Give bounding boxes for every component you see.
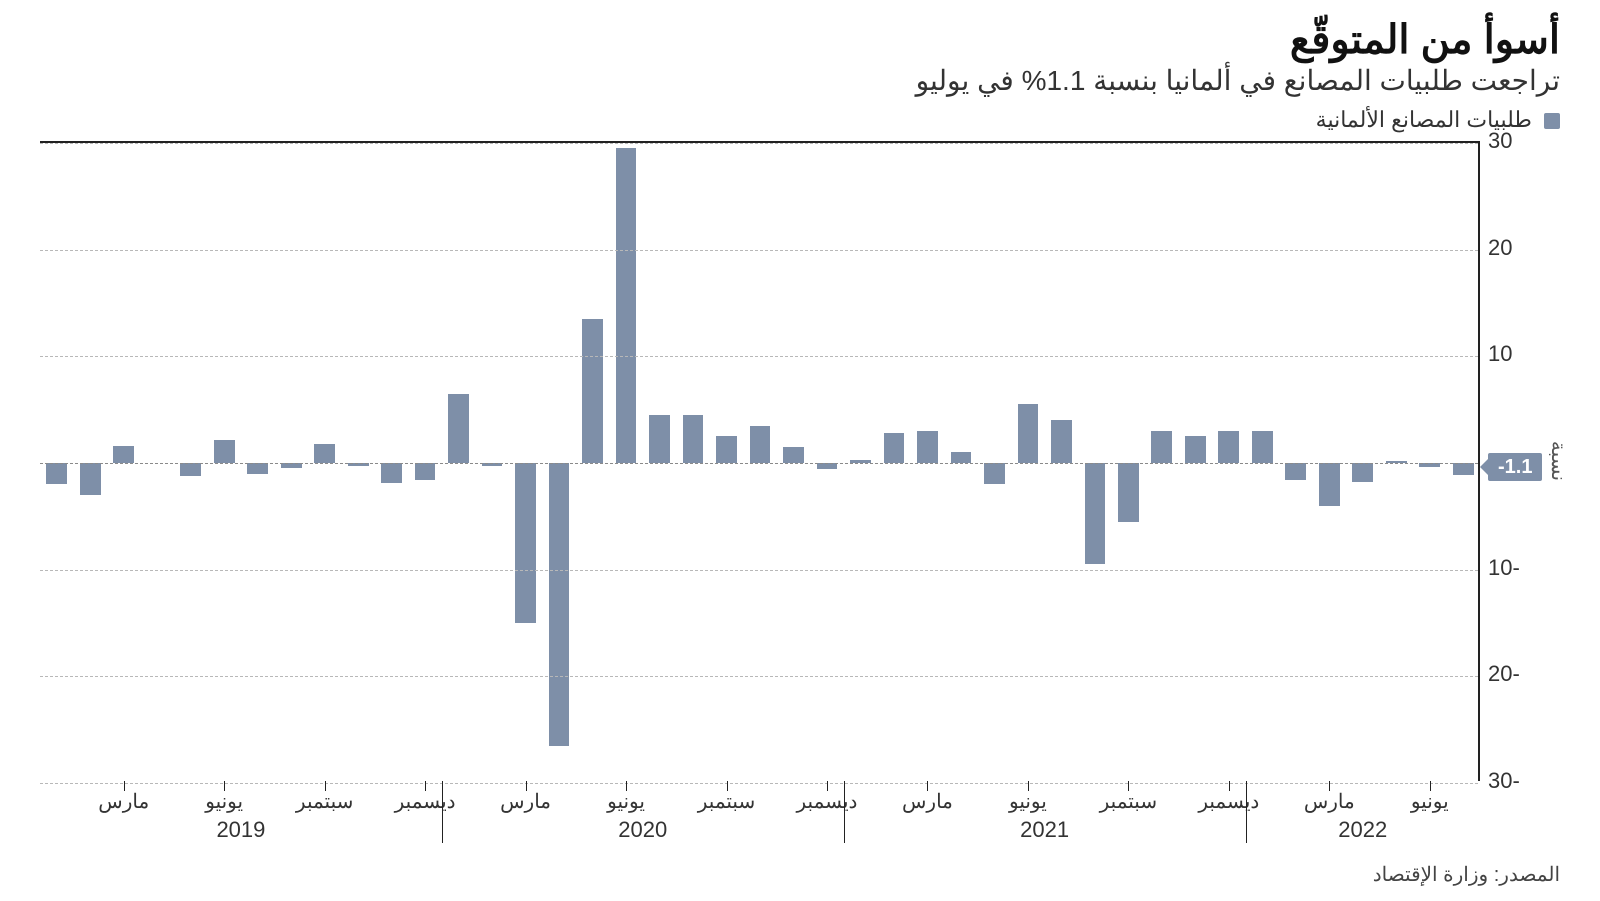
x-year-label: 2020 <box>618 817 667 843</box>
bar <box>1051 420 1072 463</box>
bar <box>750 426 771 463</box>
bar <box>1285 463 1306 480</box>
bar <box>582 319 603 463</box>
chart-plot <box>40 141 1480 781</box>
bar <box>616 148 637 463</box>
bar <box>314 444 335 463</box>
gridline <box>40 143 1478 144</box>
bar <box>80 463 101 495</box>
bar <box>1252 431 1273 463</box>
bar <box>549 463 570 746</box>
x-year-tick <box>442 781 443 843</box>
y-tick-label: 10 <box>1488 341 1548 367</box>
x-tick-label: سبتمبر <box>1100 789 1157 814</box>
gridline <box>40 250 1478 251</box>
x-year-tick <box>1246 781 1247 843</box>
bar <box>1151 431 1172 463</box>
bar <box>984 463 1005 484</box>
bar <box>716 436 737 463</box>
bar <box>884 433 905 463</box>
bar <box>247 463 268 474</box>
bar <box>1018 404 1039 463</box>
y-tick-label: 30- <box>1488 768 1548 794</box>
x-tick-label: يونيو <box>1009 789 1047 814</box>
bar <box>1185 436 1206 463</box>
chart-area: مارسيونيوسبتمبرديسمبرمارسيونيوسبتمبرديسم… <box>40 141 1560 781</box>
bar <box>683 415 704 463</box>
gridline <box>40 676 1478 677</box>
x-tick-label: مارس <box>902 789 953 814</box>
bar <box>1319 463 1340 506</box>
x-year-label: 2021 <box>1020 817 1069 843</box>
bar <box>46 463 67 484</box>
x-tick-label: مارس <box>1304 789 1355 814</box>
x-tick-label: ديسمبر <box>395 789 456 814</box>
bar <box>381 463 402 483</box>
x-tick-label: سبتمبر <box>296 789 353 814</box>
x-year-label: 2022 <box>1338 817 1387 843</box>
bar <box>917 431 938 463</box>
x-year-tick <box>844 781 845 843</box>
bar <box>1085 463 1106 564</box>
gridline <box>40 570 1478 571</box>
x-tick-label: يونيو <box>1411 789 1449 814</box>
y-tick-label: 20- <box>1488 661 1548 687</box>
bar <box>1218 431 1239 463</box>
x-tick-label: يونيو <box>607 789 645 814</box>
x-axis: مارس يونيو سبتمبر ديسمبر مارس يونيو سبتمبر ديسم… <box>40 781 1480 871</box>
chart-title: أسوأ من المتوقّع <box>40 18 1560 62</box>
y-tick-label: 30 <box>1488 128 1548 154</box>
y-tick-label: 10- <box>1488 555 1548 581</box>
bar <box>1453 463 1474 475</box>
y-axis-title: نسبة <box>1540 441 1570 481</box>
x-tick-label: مارس <box>500 789 551 814</box>
bar <box>1352 463 1373 482</box>
value-callout: -1.1 <box>1488 453 1542 481</box>
legend-swatch <box>1544 113 1560 129</box>
bar <box>113 446 134 463</box>
bar <box>180 463 201 476</box>
x-tick-label: ديسمبر <box>1198 789 1259 814</box>
gridline <box>40 356 1478 357</box>
gridline <box>40 463 1478 464</box>
bar <box>783 447 804 463</box>
bar <box>448 394 469 463</box>
x-tick-label: يونيو <box>205 789 243 814</box>
bar <box>1118 463 1139 522</box>
x-tick-label: ديسمبر <box>796 789 857 814</box>
chart-source: المصدر: وزارة الإقتصاد <box>1373 862 1560 887</box>
chart-legend: طلبيات المصانع الألمانية <box>40 107 1560 133</box>
x-tick-label: مارس <box>98 789 149 814</box>
x-tick-label: سبتمبر <box>698 789 755 814</box>
y-tick-label: 20 <box>1488 235 1548 261</box>
bar <box>415 463 436 480</box>
x-year-label: 2019 <box>216 817 265 843</box>
bar <box>649 415 670 463</box>
chart-container: أسوأ من المتوقّع تراجعت طلبيات المصانع ف… <box>0 0 1600 901</box>
bar <box>214 440 235 463</box>
chart-subtitle: تراجعت طلبيات المصانع في ألمانيا بنسبة 1… <box>40 64 1560 97</box>
bars-layer <box>40 143 1478 781</box>
bar <box>515 463 536 623</box>
bar <box>951 452 972 463</box>
